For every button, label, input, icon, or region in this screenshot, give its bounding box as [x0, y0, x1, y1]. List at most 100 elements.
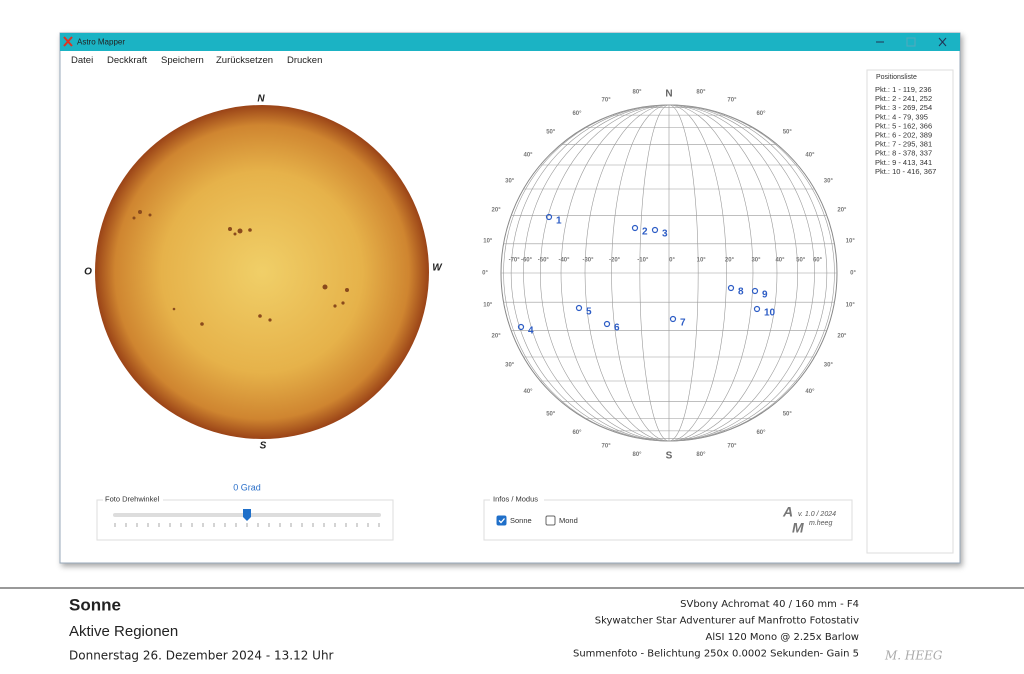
- region-label: 10: [764, 308, 776, 319]
- menu-item[interactable]: Deckkraft: [107, 55, 147, 66]
- latitude-label: 50°: [783, 412, 793, 418]
- region-label: 6: [614, 323, 620, 334]
- latitude-label: 80°: [633, 89, 643, 95]
- latitude-label: 70°: [727, 443, 737, 449]
- positions-panel: [866, 69, 954, 554]
- latitude-label: 50°: [546, 412, 556, 418]
- checkbox[interactable]: [545, 515, 556, 526]
- position-item: Pkt.: 10 - 416, 367: [875, 167, 936, 176]
- longitude-label: -20°: [609, 258, 621, 264]
- longitude-label: 20°: [725, 258, 735, 264]
- latitude-label: 70°: [727, 98, 737, 104]
- region-marker: [545, 213, 553, 221]
- logo-version: v. 1.0 / 2024: [798, 511, 836, 518]
- equipment-line: SVbony Achromat 40 / 160 mm - F4: [680, 599, 859, 610]
- menu-item[interactable]: Zurücksetzen: [216, 55, 273, 66]
- checkbox-label[interactable]: Sonne: [510, 516, 532, 525]
- longitude-label: -60°: [521, 258, 533, 264]
- longitude-label: 10°: [697, 258, 707, 264]
- region-marker: [603, 320, 611, 328]
- latitude-label: 20°: [837, 208, 847, 214]
- latitude-label: 60°: [572, 430, 582, 436]
- logo-author: m.heeg: [809, 520, 832, 527]
- logo: A M v. 1.0 / 2024 m.heeg: [782, 504, 836, 536]
- position-item: Pkt.: 1 - 119, 236: [875, 85, 932, 94]
- menu-item[interactable]: Drucken: [287, 55, 322, 66]
- latitude-label: 50°: [783, 130, 793, 136]
- menu-item[interactable]: Datei: [71, 55, 93, 66]
- longitude-label: 60°: [813, 258, 823, 264]
- latitude-label: 10°: [483, 303, 493, 309]
- latitude-label: 70°: [602, 443, 612, 449]
- globe-south: S: [666, 451, 673, 462]
- position-item: Pkt.: 6 - 202, 389: [875, 130, 932, 139]
- latitude-label: 30°: [505, 179, 515, 185]
- checkbox-label[interactable]: Mond: [559, 516, 578, 525]
- latitude-label: 80°: [696, 89, 706, 95]
- longitude-label: -10°: [637, 258, 649, 264]
- title-bar: [60, 33, 960, 51]
- position-item: Pkt.: 9 - 413, 341: [875, 158, 932, 167]
- region-marker: [727, 284, 735, 292]
- region-label: 4: [528, 326, 534, 337]
- region-marker: [575, 304, 583, 312]
- region-marker: [651, 226, 659, 234]
- menu-item[interactable]: Speichern: [161, 55, 204, 66]
- app-icon: [63, 36, 73, 47]
- app-window: Astro Mapper Datei Deckkraft Speichern Zurü…: [59, 32, 961, 564]
- region-label: 2: [642, 227, 648, 238]
- longitude-label: -40°: [558, 258, 570, 264]
- close-button[interactable]: [938, 37, 947, 47]
- latitude-label: 80°: [696, 452, 706, 458]
- region-marker: [631, 224, 639, 232]
- region-marker: [669, 315, 677, 323]
- region-label: 8: [738, 287, 744, 298]
- latitude-label: 40°: [524, 389, 534, 395]
- longitude-label: 30°: [751, 258, 761, 264]
- window-title: Astro Mapper: [77, 38, 125, 47]
- maximize-button[interactable]: [906, 37, 916, 47]
- latitude-label: 20°: [837, 334, 847, 340]
- sunspots: [132, 210, 349, 326]
- longitude-label: -50°: [538, 258, 550, 264]
- latitude-label: 70°: [602, 98, 612, 104]
- slider-thumb[interactable]: [243, 509, 251, 521]
- position-item: Pkt.: 4 - 79, 395: [875, 112, 928, 121]
- signature: M. HEEG: [884, 649, 943, 663]
- latitude-label: 50°: [546, 130, 556, 136]
- equator-label: 0°: [850, 271, 856, 277]
- info-group-title: Infos / Modus: [493, 494, 538, 503]
- latitude-label: 30°: [824, 179, 834, 185]
- info-group: [483, 499, 853, 541]
- region-label: 7: [680, 318, 686, 329]
- longitude-label: 40°: [775, 258, 785, 264]
- caption-title: Sonne: [69, 595, 121, 614]
- latitude-label: 20°: [492, 208, 502, 214]
- latitude-label: 30°: [824, 363, 834, 369]
- meridian-line: [503, 104, 835, 442]
- latitude-label: 30°: [505, 363, 515, 369]
- sun-image: [95, 105, 429, 439]
- longitude-label: 50°: [796, 258, 806, 264]
- equipment-line: AlSI 120 Mono @ 2.25x Barlow: [706, 632, 859, 643]
- sun-north: N: [257, 94, 265, 105]
- latitude-label: 60°: [572, 111, 582, 117]
- region-marker: [517, 323, 525, 331]
- latitude-label: 60°: [756, 111, 766, 117]
- latitude-label: 40°: [805, 389, 815, 395]
- rotation-group-title: Foto Drehwinkel: [105, 494, 160, 503]
- region-label: 1: [556, 216, 562, 227]
- latitude-label: 40°: [805, 152, 815, 158]
- equipment-line: Skywatcher Star Adventurer auf Manfrotto…: [595, 616, 859, 627]
- checkbox[interactable]: [496, 515, 507, 526]
- region-marker: [751, 287, 759, 295]
- heliographic-grid: 10° 10°10° 10°20° 20°20° 20°30° 30°30° 30°40° 4…: [482, 89, 856, 457]
- position-item: Pkt.: 3 - 269, 254: [875, 103, 932, 112]
- sun-east: O: [84, 267, 92, 278]
- longitude-label: -70°: [509, 258, 521, 264]
- position-item: Pkt.: 5 - 162, 366: [875, 121, 932, 130]
- latitude-label: 40°: [524, 152, 534, 158]
- menu-bar: Datei Deckkraft Speichern Zurücksetzen Druck…: [71, 55, 322, 66]
- region-marker: [753, 305, 761, 313]
